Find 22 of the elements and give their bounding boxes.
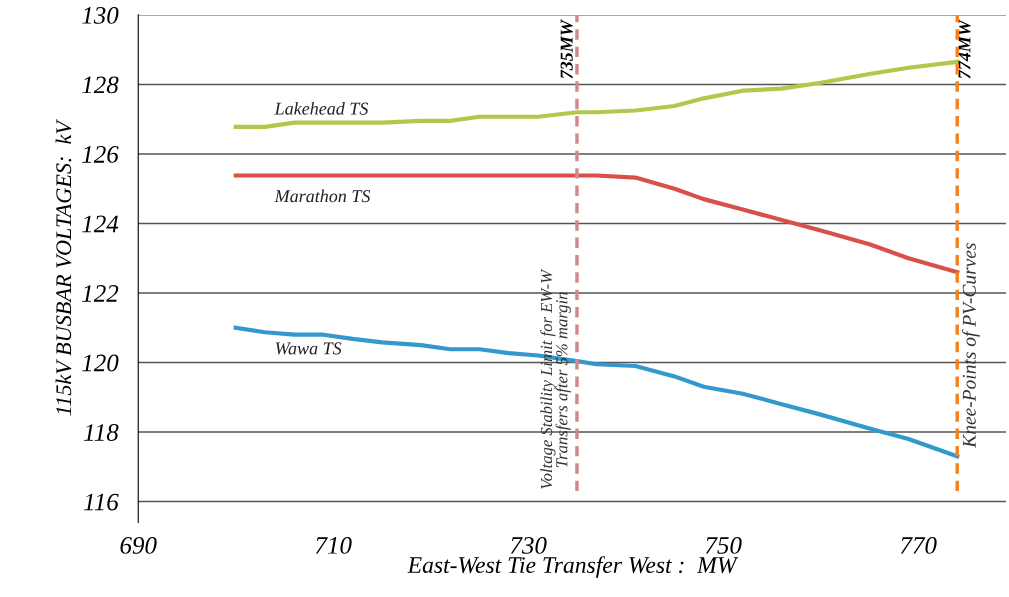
ref-line-label: 774MW (958, 19, 971, 79)
x-tick-label: 770 (900, 536, 937, 554)
series-label: Marathon TS (274, 189, 371, 203)
series-label: Lakehead TS (274, 101, 369, 115)
y-tick-label: 130 (82, 6, 119, 24)
annotation: Voltage Stability Limit for EW-W Transfers after 5% margin (540, 268, 571, 489)
y-tick-label: 124 (82, 215, 119, 233)
y-tick-label: 116 (84, 493, 119, 511)
series-label: Wawa TS (275, 342, 342, 355)
x-tick-label: 750 (705, 536, 742, 554)
annotation: Knee-Points of PV-Curves (961, 243, 980, 448)
x-tick-label: 690 (120, 536, 157, 554)
y-tick-label: 118 (84, 424, 119, 441)
x-tick-label: 710 (315, 536, 352, 554)
y-tick-label: 128 (82, 76, 119, 94)
y-tick-label: 126 (82, 146, 119, 163)
x-tick-label: 730 (510, 536, 547, 554)
y-tick-label: 122 (82, 285, 119, 302)
y-tick-label: 120 (82, 354, 119, 372)
y-axis-title: 115kV BUSBAR VOLTAGES: kV (55, 118, 72, 416)
ref-line-label: 735MW (560, 19, 573, 79)
x-axis-title: East-West Tie Transfer West : MW (407, 556, 739, 578)
